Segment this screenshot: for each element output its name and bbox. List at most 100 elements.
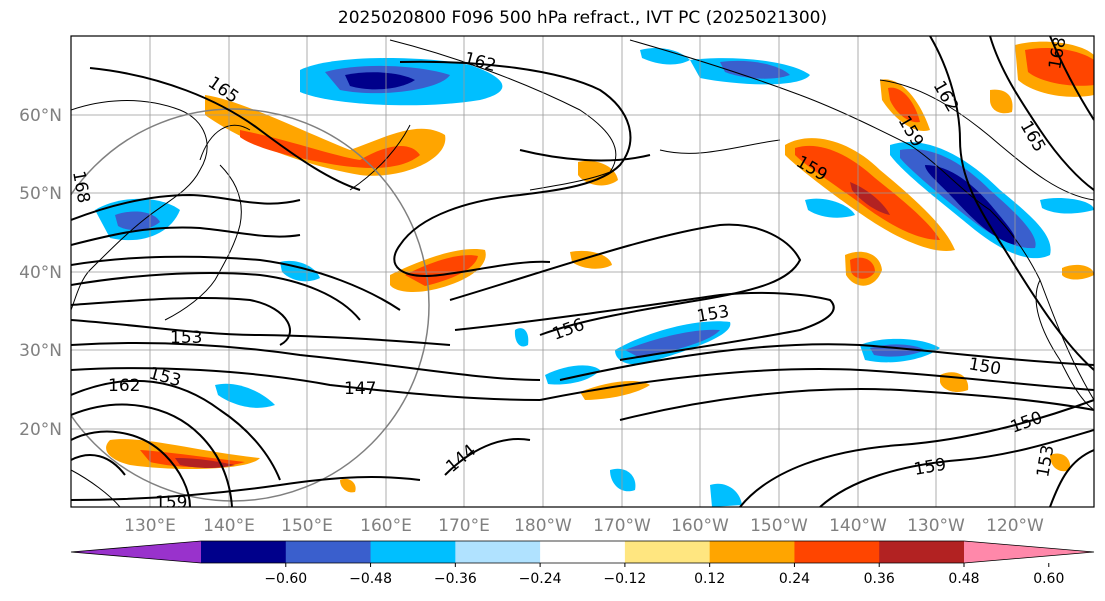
contour-line <box>739 399 1094 507</box>
contour-line <box>449 223 802 336</box>
positive-anomaly-region <box>990 89 1013 114</box>
negative-anomaly-region <box>610 468 636 492</box>
contour-label: 153 <box>170 328 202 348</box>
lon-label: 130°W <box>907 516 965 536</box>
negative-anomaly-region <box>805 198 855 218</box>
contour-line <box>71 454 126 476</box>
lon-label: 140°E <box>203 516 255 536</box>
lon-label: 160°W <box>671 516 729 536</box>
colorbar-tick-label: −0.12 <box>603 571 646 587</box>
colorbar-segment <box>201 541 287 563</box>
contour-line <box>539 368 1094 401</box>
contour-line <box>71 367 541 401</box>
contour-line <box>1049 449 1094 507</box>
contour-line <box>71 430 191 507</box>
contour-line <box>1049 36 1094 121</box>
contour-line <box>559 343 1094 381</box>
contour-line <box>71 342 541 381</box>
contour-line <box>71 403 233 507</box>
contour-label: 147 <box>344 379 376 399</box>
colorbar-tick-label: 0.24 <box>779 571 810 587</box>
contour-line <box>71 296 291 346</box>
lat-label: 60°N <box>19 106 62 126</box>
negative-anomaly-region <box>545 365 600 385</box>
colorbar-segment <box>624 541 711 563</box>
negative-anomaly-region <box>345 72 415 90</box>
colorbar-extend-low <box>71 541 201 563</box>
colorbar-extend-high <box>964 541 1094 563</box>
contour-line <box>71 379 281 481</box>
colorbar-segment <box>709 541 795 563</box>
colorbar-outline <box>70 540 1095 564</box>
refractivity-contours <box>71 36 1094 507</box>
contour-line <box>89 67 361 191</box>
negative-anomaly-region <box>640 48 690 65</box>
contour-line <box>71 319 451 346</box>
lat-label: 20°N <box>19 420 62 440</box>
colorbar-tick-label: −0.36 <box>434 571 477 587</box>
contour-line <box>454 291 835 361</box>
lon-label: 150°E <box>281 516 333 536</box>
negative-anomaly-region <box>720 60 790 79</box>
coastline <box>799 94 1094 401</box>
coastline <box>629 39 801 96</box>
colorbar-tick-labels: −0.60 −0.48 −0.36 −0.24 −0.12 0.12 0.24 0.36 0.4… <box>264 571 1064 587</box>
contour-line <box>519 149 651 162</box>
positive-anomaly-region <box>240 130 420 168</box>
coastline <box>71 469 121 507</box>
plot-border <box>70 35 1095 508</box>
colorbar-tick-label: 0.48 <box>948 571 979 587</box>
lon-label: 180°W <box>514 516 572 536</box>
positive-anomaly-region <box>850 257 875 279</box>
negative-anomaly-region <box>625 329 720 358</box>
colorbar-tick-label: 0.12 <box>694 571 725 587</box>
coastline <box>71 100 208 311</box>
contour-line <box>929 36 1094 371</box>
contour-label: 168 <box>68 169 93 204</box>
coastline <box>659 139 781 154</box>
contour-line <box>619 388 1094 421</box>
map-title: 2025020800 F096 500 hPa refract., IVT PC… <box>337 8 828 28</box>
lon-label: 150°W <box>750 516 808 536</box>
contour-line <box>71 476 421 501</box>
contour-line <box>989 36 1094 191</box>
positive-anomaly-region <box>340 478 356 493</box>
colorbar-segment <box>794 541 880 563</box>
colorbar-tick-label: −0.48 <box>349 571 392 587</box>
negative-anomaly-region <box>514 328 529 347</box>
positive-anomaly-region <box>405 255 478 286</box>
colorbar <box>70 540 1095 567</box>
negative-anomaly-region <box>925 165 1017 245</box>
colorbar-segment <box>879 541 965 563</box>
negative-anomaly-region <box>215 383 275 408</box>
lat-label: 30°N <box>19 341 62 361</box>
positive-anomaly-region <box>888 87 920 123</box>
lon-label: 140°W <box>829 516 887 536</box>
contour-line <box>71 193 301 221</box>
contour-line <box>71 255 401 311</box>
coastline <box>349 124 411 191</box>
ivt-fill-layer <box>95 41 1094 507</box>
positive-anomaly-region <box>570 250 612 269</box>
coastline <box>879 79 1094 201</box>
lon-label: 160°E <box>360 516 412 536</box>
radius-circle <box>71 108 430 502</box>
coastline <box>199 124 251 161</box>
colorbar-segment <box>370 541 456 563</box>
contour-label: 162 <box>108 376 140 396</box>
colorbar-segment <box>540 541 626 563</box>
contour-line <box>71 272 361 321</box>
positive-anomaly-region <box>175 458 235 469</box>
contour-line <box>819 429 1094 507</box>
colorbar-tick-label: −0.24 <box>519 571 562 587</box>
lon-label: 170°W <box>593 516 651 536</box>
contour-label: 159 <box>155 493 187 513</box>
colorbar-tick-label: −0.60 <box>264 571 307 587</box>
colorbar-segment <box>455 541 541 563</box>
negative-anomaly-region <box>1040 198 1094 214</box>
contour-line <box>444 438 531 476</box>
positive-anomaly-region <box>580 380 650 400</box>
lon-label: 130°E <box>124 516 176 536</box>
lat-label: 40°N <box>19 263 62 283</box>
